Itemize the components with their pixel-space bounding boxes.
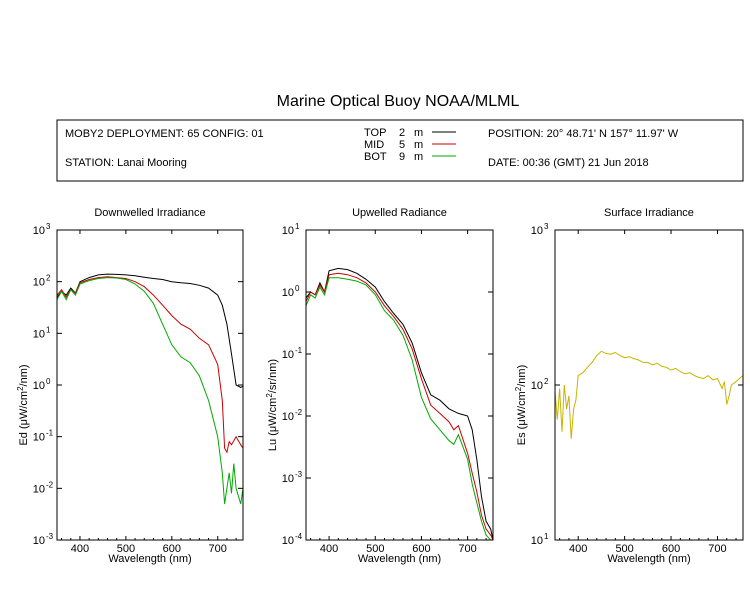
y-tick-exponent: 0 <box>46 377 51 386</box>
x-tick-label: 600 <box>412 543 430 555</box>
x-tick-label: 600 <box>163 543 181 555</box>
legend-top-depth: 2 <box>399 127 405 139</box>
y-tick-label: 10 <box>531 225 543 237</box>
y-tick-exponent: 1 <box>295 222 300 231</box>
position-text: POSITION: 20° 48.71' N 157° 11.97' W <box>488 128 679 140</box>
y-axis-label-suffix: /nm) <box>18 364 30 386</box>
y-tick-exponent: -3 <box>295 470 303 479</box>
info-box: MOBY2 DEPLOYMENT: 65 CONFIG: 01 STATION:… <box>56 119 744 182</box>
y-axis-label-prefix: Lu ( <box>267 432 279 451</box>
chart-title: Downwelled Irradiance <box>94 207 205 219</box>
y-tick-label: 10 <box>33 432 45 444</box>
series-mid-line <box>306 272 493 540</box>
y-tick-label: 10 <box>282 411 294 423</box>
y-tick-exponent: 1 <box>544 532 549 541</box>
depth-legend: TOP 2 m MID 5 m BOT 9 m <box>364 127 456 163</box>
plot-frame <box>554 229 744 541</box>
y-axis-label-suffix: /sr/nm) <box>267 359 279 393</box>
x-tick-label: 700 <box>209 543 227 555</box>
legend-mid-name: MID <box>364 139 384 151</box>
y-axis-label: Es (μW/cm2/nm) <box>514 365 528 445</box>
station-text: STATION: Lanai Mooring <box>65 157 187 169</box>
y-tick-label: 10 <box>33 483 45 495</box>
chart-title: Upwelled Radiance <box>352 207 447 219</box>
legend-top-unit: m <box>414 127 423 139</box>
series-bot-line <box>306 277 493 540</box>
y-axis-label-prefix: Es ( <box>516 425 528 445</box>
date-text: DATE: 00:36 (GMT) 21 Jun 2018 <box>488 157 649 169</box>
x-tick-label: 400 <box>71 543 89 555</box>
y-tick-label: 10 <box>33 380 45 392</box>
y-axis-label-suffix: /nm) <box>516 365 528 387</box>
x-axis-label: Wavelength (nm) <box>108 553 191 565</box>
legend-bot-name: BOT <box>364 151 387 163</box>
x-tick-label: 500 <box>615 543 633 555</box>
y-tick-label: 10 <box>33 328 45 340</box>
x-tick-label: 700 <box>708 543 726 555</box>
y-tick-exponent: 2 <box>46 274 51 283</box>
y-axis-label: Lu (μW/cm2/sr/nm) <box>265 359 279 451</box>
y-axis-label-sup: 2 <box>16 386 25 391</box>
series-bot-line <box>57 277 243 505</box>
y-tick-label: 10 <box>282 535 294 547</box>
legend-bot-depth: 9 <box>399 151 405 163</box>
legend-top-name: TOP <box>364 127 386 139</box>
y-tick-exponent: -4 <box>295 532 303 541</box>
chart-title: Surface Irradiance <box>604 207 694 219</box>
x-tick-label: 500 <box>117 543 135 555</box>
y-tick-label: 10 <box>33 225 45 237</box>
y-axis-label: Ed (μW/cm2/nm) <box>16 364 30 445</box>
y-axis-label-unit: μW/cm <box>267 398 279 432</box>
y-tick-label: 10 <box>33 535 45 547</box>
x-axis-label: Wavelength (nm) <box>607 553 690 565</box>
plot-frame <box>305 229 494 541</box>
y-tick-exponent: 3 <box>46 222 51 231</box>
y-tick-exponent: -3 <box>46 532 54 541</box>
series-top-line <box>57 273 243 388</box>
y-axis-label-sup: 2 <box>265 393 274 398</box>
legend-mid-depth: 5 <box>399 139 405 151</box>
y-axis-label-unit: μW/cm <box>516 391 528 425</box>
y-axis-label-sup: 2 <box>514 386 523 391</box>
info-box-frame <box>56 119 744 182</box>
figure-title: Marine Optical Buoy NOAA/MLML <box>277 93 520 110</box>
y-tick-exponent: 2 <box>544 377 549 386</box>
y-tick-label: 10 <box>531 380 543 392</box>
y-tick-exponent: -2 <box>46 480 54 489</box>
legend-bot-unit: m <box>414 151 423 163</box>
x-tick-label: 500 <box>366 543 384 555</box>
y-tick-exponent: 3 <box>544 222 549 231</box>
x-axis-label: Wavelength (nm) <box>358 553 441 565</box>
deployment-text: MOBY2 DEPLOYMENT: 65 CONFIG: 01 <box>65 128 264 140</box>
y-axis-label-unit: μW/cm <box>18 391 30 425</box>
y-tick-label: 10 <box>282 349 294 361</box>
y-tick-label: 10 <box>531 535 543 547</box>
x-tick-label: 600 <box>662 543 680 555</box>
y-tick-exponent: -1 <box>295 346 303 355</box>
y-tick-label: 10 <box>282 473 294 485</box>
plot-frame <box>56 229 244 541</box>
y-tick-exponent: 1 <box>46 325 51 334</box>
y-axis-label-prefix: Ed ( <box>18 425 30 446</box>
series-top-line <box>306 267 493 540</box>
series-es-line <box>555 350 743 439</box>
x-tick-label: 400 <box>320 543 338 555</box>
y-tick-label: 10 <box>33 277 45 289</box>
x-tick-label: 400 <box>569 543 587 555</box>
y-tick-exponent: 0 <box>295 284 300 293</box>
y-tick-label: 10 <box>282 287 294 299</box>
y-tick-exponent: -2 <box>295 408 303 417</box>
legend-mid-unit: m <box>414 139 423 151</box>
series-mid-line <box>57 276 243 454</box>
x-tick-label: 700 <box>458 543 476 555</box>
y-tick-label: 10 <box>282 225 294 237</box>
y-tick-exponent: -1 <box>46 429 54 438</box>
